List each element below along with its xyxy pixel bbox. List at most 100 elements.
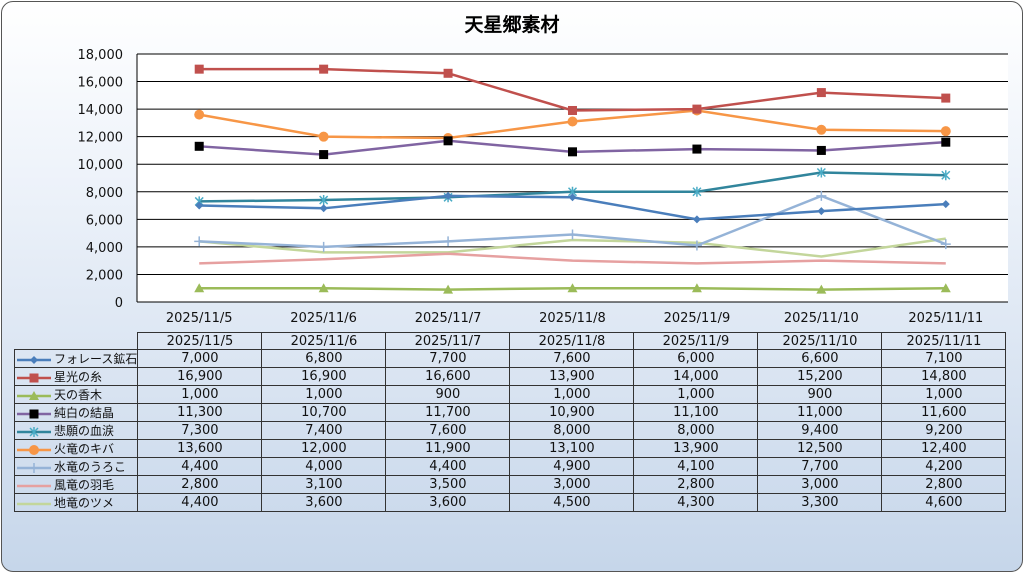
legend-key: 悲願の血涙 (13, 421, 139, 440)
table-cell: 4,400 (137, 493, 263, 512)
table-cell: 1,000 (137, 385, 263, 404)
y-tick-label: 16,000 (78, 76, 124, 91)
series-地竜のツメ (199, 237, 946, 258)
table-cell: 10,700 (261, 403, 387, 422)
circle-marker (940, 126, 951, 137)
legend-key: 天の香木 (13, 385, 139, 404)
plus-marker (691, 240, 702, 251)
table-cell: 8,000 (509, 421, 635, 440)
y-tick-label: 10,000 (78, 158, 124, 173)
x-tick-label: 2025/11/10 (784, 311, 859, 326)
table-row: 火竜のキバ 13,600 12,000 11,900 13,100 13,900 12,50… (13, 439, 1007, 458)
table-cell: 9,200 (881, 421, 1007, 440)
x-tick-label: 2025/11/11 (908, 311, 983, 326)
y-tick-label: 6,000 (86, 213, 123, 228)
diamond-marker (817, 207, 826, 216)
table-row: 純白の結晶 11,300 10,700 11,700 10,900 11,100 11,00… (13, 403, 1007, 422)
table-cell: 6,000 (633, 349, 759, 368)
table-cell: 1,000 (633, 385, 759, 404)
series-line (199, 252, 946, 265)
table-cell: 11,600 (881, 403, 1007, 422)
legend-label: 風竜の羽毛 (54, 478, 115, 492)
table-cell: 4,400 (137, 457, 263, 476)
table-cell: 12,400 (881, 439, 1007, 458)
triangle-marker (816, 284, 827, 294)
table-row: 星光の糸 16,900 16,900 16,600 13,900 14,000 15,200… (13, 367, 1007, 386)
table-cell: 7,000 (137, 349, 263, 368)
table-cell: 6,800 (261, 349, 387, 368)
table-cell: 13,900 (509, 367, 635, 386)
square-marker (319, 64, 329, 74)
series-フォレース鉱石 (195, 191, 950, 224)
chart-title: 天星郷素材 (464, 14, 560, 36)
y-tick-label: 18,000 (78, 48, 124, 63)
table-cell: 7,600 (385, 421, 511, 440)
table-cell: 4,100 (633, 457, 759, 476)
square-marker (194, 141, 204, 151)
diamond-marker (195, 201, 204, 210)
y-tick-label: 2,000 (86, 268, 123, 283)
table-cell: 4,400 (385, 457, 511, 476)
x-tick-label: 2025/11/7 (415, 311, 482, 326)
table-cell: 7,400 (261, 421, 387, 440)
table-cell: 13,100 (509, 439, 635, 458)
table-cell: 11,000 (757, 403, 883, 422)
table-cell: 4,900 (509, 457, 635, 476)
table-row: フォレース鉱石 7,000 6,800 7,700 7,600 6,000 6,600 7,1… (13, 349, 1007, 368)
legend-key: 地竜のツメ (13, 493, 139, 512)
plus-marker (816, 190, 827, 201)
table-cell: 13,900 (633, 439, 759, 458)
circle-marker (29, 444, 39, 455)
table-cell: 4,000 (261, 457, 387, 476)
square-marker (194, 64, 204, 74)
table-cell: 11,100 (633, 403, 759, 422)
series-星光の糸 (194, 64, 951, 115)
circle-marker (194, 109, 205, 120)
table-cell: 4,500 (509, 493, 635, 512)
legend-key: 火竜のキバ (13, 439, 139, 458)
plus-marker (29, 462, 39, 473)
table-cell: 900 (757, 385, 883, 404)
legend-key: フォレース鉱石 (13, 349, 139, 368)
table-cell: 4,200 (881, 457, 1007, 476)
x-tick-label: 2025/11/9 (664, 311, 731, 326)
x-tick-label: 2025/11/5 (166, 311, 233, 326)
table-cell: 7,700 (757, 457, 883, 476)
table-cell: 4,600 (881, 493, 1007, 512)
legend-label: 火竜のキバ (54, 442, 115, 456)
table-cell: 3,500 (385, 475, 511, 494)
plot-area (137, 54, 1008, 302)
circle-marker (816, 124, 827, 135)
table-cell: 7,300 (137, 421, 263, 440)
table-cell: 8,000 (633, 421, 759, 440)
legend-key-icon (17, 462, 51, 473)
diamond-marker (30, 355, 38, 364)
plus-marker (318, 241, 329, 252)
table-cell: 2,800 (137, 475, 263, 494)
circle-marker (318, 131, 329, 142)
series-火竜のキバ (194, 105, 951, 144)
table-cell: 14,800 (881, 367, 1007, 386)
star-marker (941, 170, 951, 181)
table-cell: 13,600 (137, 439, 263, 458)
table-column-header: 2025/11/11 (881, 332, 1007, 350)
star-marker (816, 167, 826, 178)
table-cell: 11,300 (137, 403, 263, 422)
series-水竜のうろこ (194, 190, 951, 252)
triangle-marker (691, 283, 702, 293)
table-cell: 1,000 (881, 385, 1007, 404)
star-marker (319, 195, 329, 206)
table-cell: 3,300 (757, 493, 883, 512)
y-tick-label: 4,000 (86, 241, 123, 256)
table-row: 風竜の羽毛 2,800 3,100 3,500 3,000 2,800 3,000 2,800 (13, 475, 1007, 494)
legend-key-icon (17, 502, 51, 505)
table-cell: 2,800 (633, 475, 759, 494)
square-marker (941, 93, 951, 103)
y-tick-label: 8,000 (86, 186, 123, 201)
series-line (199, 237, 946, 258)
table-cell: 16,900 (137, 367, 263, 386)
table-column-header: 2025/11/5 (137, 332, 263, 350)
table-column-header: 2025/11/8 (509, 332, 635, 350)
table-cell: 11,900 (385, 439, 511, 458)
table-column-header: 2025/11/10 (757, 332, 883, 350)
